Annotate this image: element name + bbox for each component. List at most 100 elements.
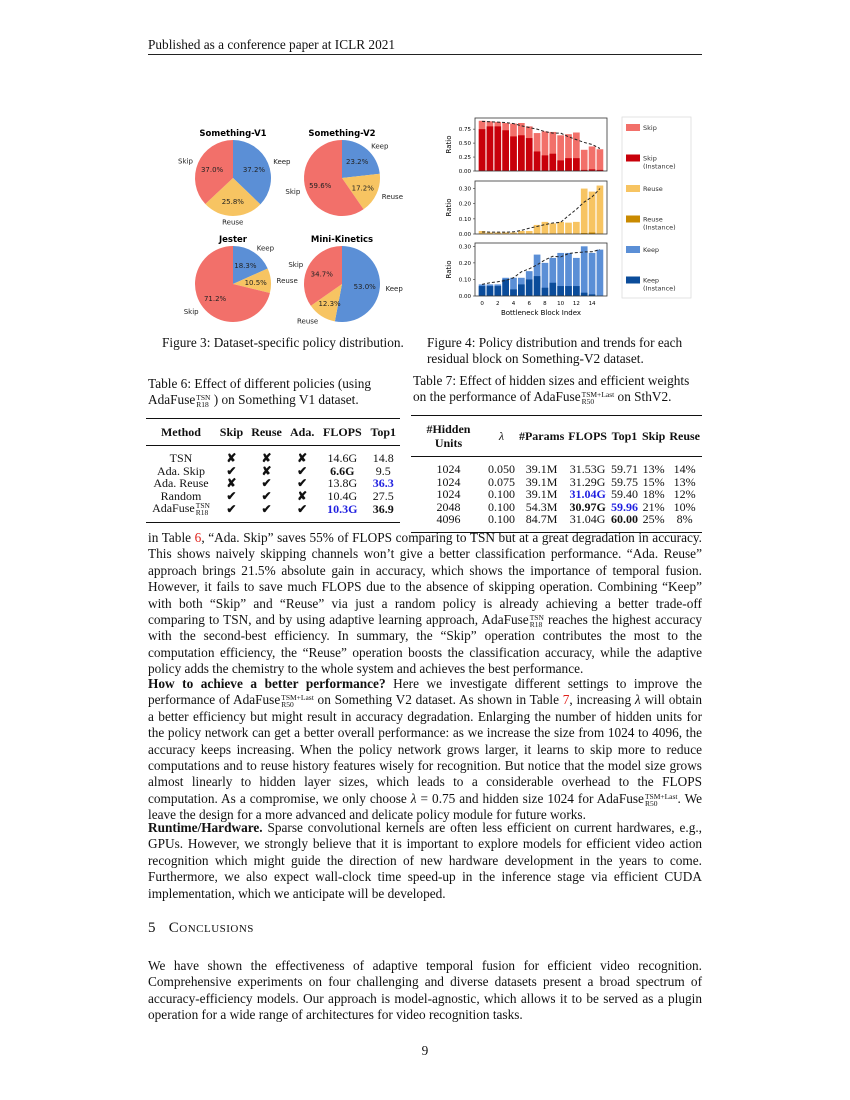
table-cell: 59.40 xyxy=(609,488,640,501)
table-cell: 10.4G xyxy=(318,489,366,503)
table-cell: ✔ xyxy=(247,489,286,503)
table-cell: 30.97G xyxy=(566,500,609,514)
bar-reuse xyxy=(525,230,533,234)
sup: TSM+Last xyxy=(581,389,615,399)
cell-value: 31.29G xyxy=(569,474,606,489)
pie-chart: Jester 18.3% Keep 10.5% Reuse 71.2% Skip xyxy=(184,235,298,322)
figure-3-caption: Figure 3: Dataset-specific policy distri… xyxy=(162,335,404,350)
paragraph-heading: How to achieve a better performance? xyxy=(148,676,386,691)
table-cell: 21% xyxy=(640,500,667,514)
column-header: #Params xyxy=(518,429,565,443)
table-cell: 84.7M xyxy=(517,513,566,532)
text-run: = 0.75 and hidden size 1024 for AdaFuse xyxy=(416,790,644,806)
table-cell: 13.8G xyxy=(318,477,366,490)
bar-reuse xyxy=(486,232,494,234)
page-number: 9 xyxy=(421,1043,429,1058)
bar-skip-instance xyxy=(502,130,509,171)
table-cell: 59.96 xyxy=(609,500,640,514)
bar-panel: 0.00 0.25 0.50 0.75 Ratio xyxy=(445,117,608,175)
x-tick-label: 6 xyxy=(527,301,531,307)
table-cell: 9.5 xyxy=(366,463,400,478)
table-cell: 1024 xyxy=(411,488,486,501)
text-run: . We leave the design for a more advance… xyxy=(148,790,702,823)
cell-value: 39.1M xyxy=(525,474,558,489)
pie-slice-reuse xyxy=(310,284,342,322)
bar-reuse xyxy=(573,221,580,234)
table-cell: 27.5 xyxy=(366,489,400,503)
column-header: FLOPS xyxy=(568,429,607,443)
slice-percent-label: 23.2% xyxy=(346,158,369,166)
table-cell: 8% xyxy=(667,513,702,532)
table-cell: 10.3G xyxy=(318,502,366,523)
slice-name-label: Keep xyxy=(273,158,291,166)
cell-value: ✘ xyxy=(297,451,308,465)
table-row: Ada. Skip ✔ ✘ ✔ 6.6G 9.5 xyxy=(146,463,400,478)
bar-reuse xyxy=(541,221,549,234)
cell-value: 9.5 xyxy=(375,463,391,478)
trend-line xyxy=(481,249,601,285)
table-cell: 14.8 xyxy=(366,446,400,465)
table-7: #Hidden Units λ #Params FLOPS Top1 Skip Reuse 1… xyxy=(411,415,702,533)
slice-percent-label: 18.3% xyxy=(234,262,257,270)
table-cell: 13% xyxy=(640,457,667,476)
table-cell: ✘ xyxy=(216,477,247,490)
slice-name-label: Keep xyxy=(257,244,275,252)
y-axis-label: Ratio xyxy=(445,199,453,217)
slice-name-label: Skip xyxy=(285,188,300,196)
table-cell: ✘ xyxy=(286,489,318,503)
bar-skip-instance xyxy=(565,158,572,171)
column-header: Ada. xyxy=(290,425,315,439)
body-paragraph-3: Runtime/Hardware. Sparse convolutional k… xyxy=(148,820,702,902)
bar-keep xyxy=(557,252,564,296)
caption-text: Table 6: Effect of different policies (u… xyxy=(148,376,372,407)
table-cell: 36.9 xyxy=(366,502,400,523)
section-title: Conclusions xyxy=(168,920,254,936)
slice-percent-label: 71.2% xyxy=(204,295,227,303)
table-cell: AdaFuse TSN R18 xyxy=(146,502,216,523)
pie-chart: Something-V2 23.2%Keep 17.2% Reuse 59.6% Skip xyxy=(285,129,403,216)
table-cell: 54.3M xyxy=(517,500,566,514)
cell-value: ✔ xyxy=(297,476,308,490)
pie-title: Jester xyxy=(218,235,248,245)
table-reference-link[interactable]: 7 xyxy=(562,692,570,708)
table-cell: 0.100 xyxy=(486,513,517,532)
super-sub-script: TSM+Last R50 xyxy=(644,791,678,808)
table-reference-link[interactable]: 6 xyxy=(194,530,202,545)
bar-reuse xyxy=(596,185,604,234)
super-sub-script: TSN R18 xyxy=(196,502,210,517)
table-row: AdaFuse TSN R18 ✔ ✔ ✔ 10.3G 36.9 xyxy=(146,502,400,523)
table-row: 4096 0.100 84.7M 31.04G 60.00 25% 8% xyxy=(411,513,702,532)
running-header: Published as a conference paper at ICLR … xyxy=(148,37,396,52)
plot-frame xyxy=(474,117,608,172)
x-tick-label: 4 xyxy=(512,301,516,307)
section-heading: 5 Conclusions xyxy=(148,920,254,937)
cell-value: ✔ xyxy=(297,463,308,478)
slice-percent-label: 12.3% xyxy=(318,300,341,308)
caption-scripts: TSN R18 xyxy=(196,394,210,409)
bar-skip-instance xyxy=(478,129,486,171)
bar-keep xyxy=(549,257,557,296)
table-row: 2048 0.100 54.3M 30.97G 59.96 21% 10% xyxy=(411,499,702,514)
x-tick-label: 0 xyxy=(480,301,484,307)
caption-text: Table 7: Effect of hidden sizes and effi… xyxy=(413,373,690,404)
bar-skip-instance xyxy=(588,169,596,171)
cell-value: ✘ xyxy=(261,463,272,478)
bar-skip xyxy=(549,131,557,171)
pie-slice-keep xyxy=(342,140,380,178)
cell-value: 36.9 xyxy=(372,501,394,516)
bar-keep xyxy=(580,246,588,296)
legend-swatch xyxy=(626,124,640,131)
cell-value: 0.100 xyxy=(487,512,515,526)
x-tick-label: 10 xyxy=(557,301,564,307)
sup: TSM+Last xyxy=(644,791,678,801)
table-cell: 13% xyxy=(667,475,702,489)
sub: R18 xyxy=(196,399,209,409)
table-cell: ✘ xyxy=(247,463,286,478)
cell-value: 2048 xyxy=(436,499,461,514)
slice-name-label: Reuse xyxy=(277,277,298,285)
y-tick-label: 0.00 xyxy=(459,294,472,300)
cell-value: TSN xyxy=(169,451,193,465)
pie-chart: Mini-Kinetics 53.0% Keep 12.3% Reuse 34.7% Ski… xyxy=(288,235,403,326)
cell-value: Random xyxy=(160,488,202,503)
table-cell: ✘ xyxy=(286,446,318,465)
